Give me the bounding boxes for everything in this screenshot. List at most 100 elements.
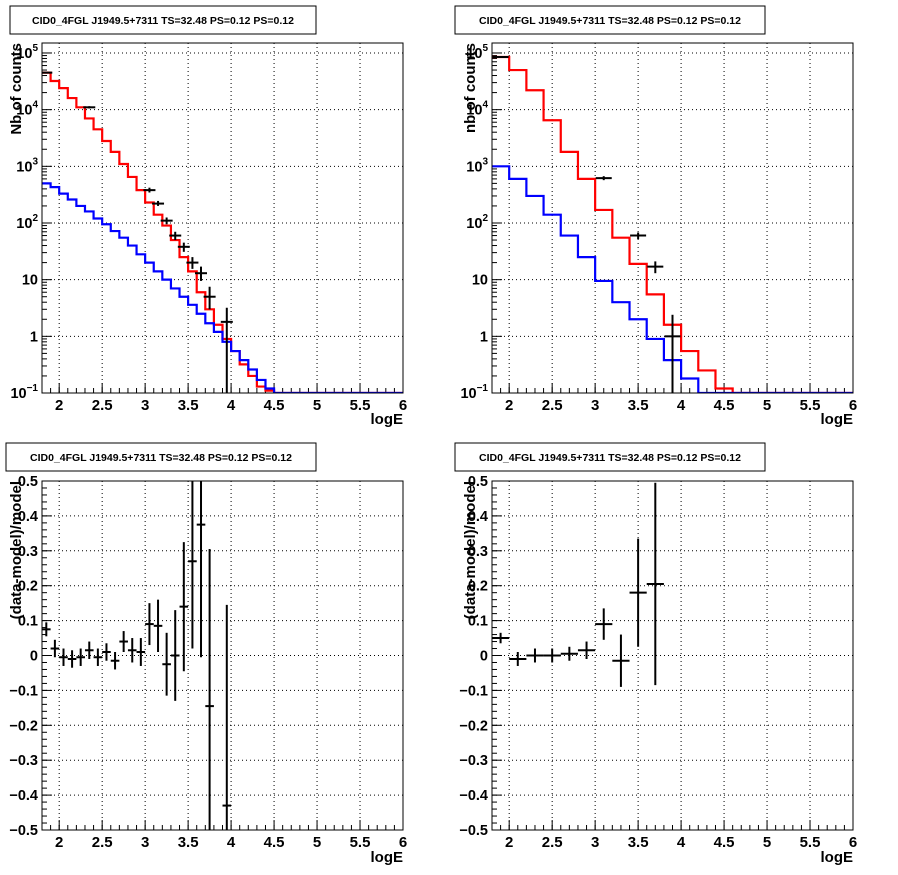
y-tick-label: −0.5 [9,823,38,839]
chart-panel-bottom-right: CID0_4FGL J1949.5+7311 TS=32.48 PS=0.12 … [454,442,857,866]
data-layer [492,482,664,687]
x-tick-label: 2.5 [92,397,113,414]
y-axis-label: nb of counts [462,43,479,133]
x-tick-label: 5 [313,397,321,414]
y-tick-label: 1 [480,329,488,345]
y-tick-label: 104 [466,100,488,119]
y-tick-label: −0.2 [459,718,488,734]
y-tick-label: 0.4 [18,509,38,525]
x-tick-label: 3.5 [628,397,649,414]
y-tick-label: 0.2 [18,579,38,595]
y-tick-label: −0.4 [9,788,38,804]
x-tick-label: 6 [399,397,407,414]
x-tick-label: 5 [763,834,771,851]
chart-title: CID0_4FGL J1949.5+7311 TS=32.48 PS=0.12 … [32,15,294,27]
x-tick-label: 2.5 [92,834,113,851]
y-tick-label: −0.2 [9,718,38,734]
y-axis-label: (data-model)/model [8,481,25,619]
y-tick-label: −0.3 [459,753,488,769]
y-tick-label: 105 [16,43,38,62]
x-tick-label: 3 [141,397,149,414]
x-tick-label: 4 [227,834,236,851]
series-model-source-line [492,165,853,393]
x-tick-label: 4.5 [264,834,285,851]
y-tick-label: 0.3 [468,544,488,560]
plot-frame [491,480,854,831]
x-tick-label: 2.5 [542,397,563,414]
x-axis-label: logE [821,411,854,428]
y-tick-label: 0.2 [468,579,488,595]
data-layer [42,71,403,393]
y-tick-label: 105 [466,43,488,62]
x-tick-label: 3.5 [178,397,199,414]
chart-title-box [454,5,766,35]
y-tick-label: 0.1 [468,614,488,630]
x-tick-label: 5.5 [350,397,371,414]
x-tick-label: 4.5 [714,834,735,851]
y-tick-label: 10−1 [460,383,488,402]
y-tick-label: −0.5 [459,823,488,839]
y-tick-label: 103 [16,156,38,175]
y-axis-label: Nb of counts [8,43,25,135]
series-model-total-line [42,71,403,393]
x-tick-label: 6 [849,397,857,414]
x-axis-label: logE [821,849,854,866]
y-tick-label: −0.1 [459,683,488,699]
x-tick-label: 2 [55,834,63,851]
y-tick-label: 0.3 [18,544,38,560]
chart-panel-bottom-left: CID0_4FGL J1949.5+7311 TS=32.48 PS=0.12 … [5,442,407,866]
x-tick-label: 5 [763,397,771,414]
series-model-total-line [492,55,853,393]
plot-frame [491,42,854,394]
x-tick-label: 3 [591,834,599,851]
x-tick-label: 4 [677,834,686,851]
chart-panel-top-left: CID0_4FGL J1949.5+7311 TS=32.48 PS=0.12 … [8,5,407,428]
chart-title: CID0_4FGL J1949.5+7311 TS=32.48 PS=0.12 … [30,452,292,464]
x-axis-label: logE [371,411,404,428]
series-model-source-line [42,182,403,393]
x-tick-label: 5 [313,834,321,851]
x-tick-label: 2 [505,834,513,851]
y-tick-label: 10 [472,273,488,289]
x-tick-label: 5.5 [350,834,371,851]
x-tick-label: 3.5 [178,834,199,851]
chart-title-box [454,442,766,472]
chart-title: CID0_4FGL J1949.5+7311 TS=32.48 PS=0.12 … [479,15,741,27]
x-tick-label: 4 [227,397,236,414]
chart-panel-top-right: CID0_4FGL J1949.5+7311 TS=32.48 PS=0.12 … [454,5,857,428]
x-tick-label: 6 [849,834,857,851]
plot-frame [41,42,404,394]
x-tick-label: 2.5 [542,834,563,851]
x-tick-label: 3 [591,397,599,414]
x-tick-label: 4.5 [264,397,285,414]
data-layer [492,55,853,393]
chart-title-box [9,5,317,35]
y-tick-label: 102 [466,213,488,232]
y-tick-label: 104 [16,100,38,119]
y-tick-label: 103 [466,156,488,175]
y-tick-label: −0.4 [459,788,488,804]
y-tick-label: −0.3 [9,753,38,769]
x-tick-label: 2 [55,397,63,414]
x-tick-label: 2 [505,397,513,414]
x-tick-label: 3 [141,834,149,851]
data-layer [42,481,232,830]
x-tick-label: 5.5 [800,397,821,414]
y-tick-label: 0 [30,649,38,665]
x-tick-label: 3.5 [628,834,649,851]
y-tick-label: 0.1 [18,614,38,630]
x-tick-label: 4 [677,397,686,414]
y-tick-label: 0.4 [468,509,488,525]
y-tick-label: 0 [480,649,488,665]
x-axis-label: logE [371,849,404,866]
x-tick-label: 5.5 [800,834,821,851]
chart-title-box [5,442,317,472]
y-tick-label: 10−1 [10,383,38,402]
y-axis-label: (data-model)/model [462,481,479,619]
y-tick-label: 1 [30,329,38,345]
y-tick-label: 102 [16,213,38,232]
y-tick-label: 10 [22,273,38,289]
y-tick-label: 0.5 [18,474,38,490]
x-tick-label: 6 [399,834,407,851]
